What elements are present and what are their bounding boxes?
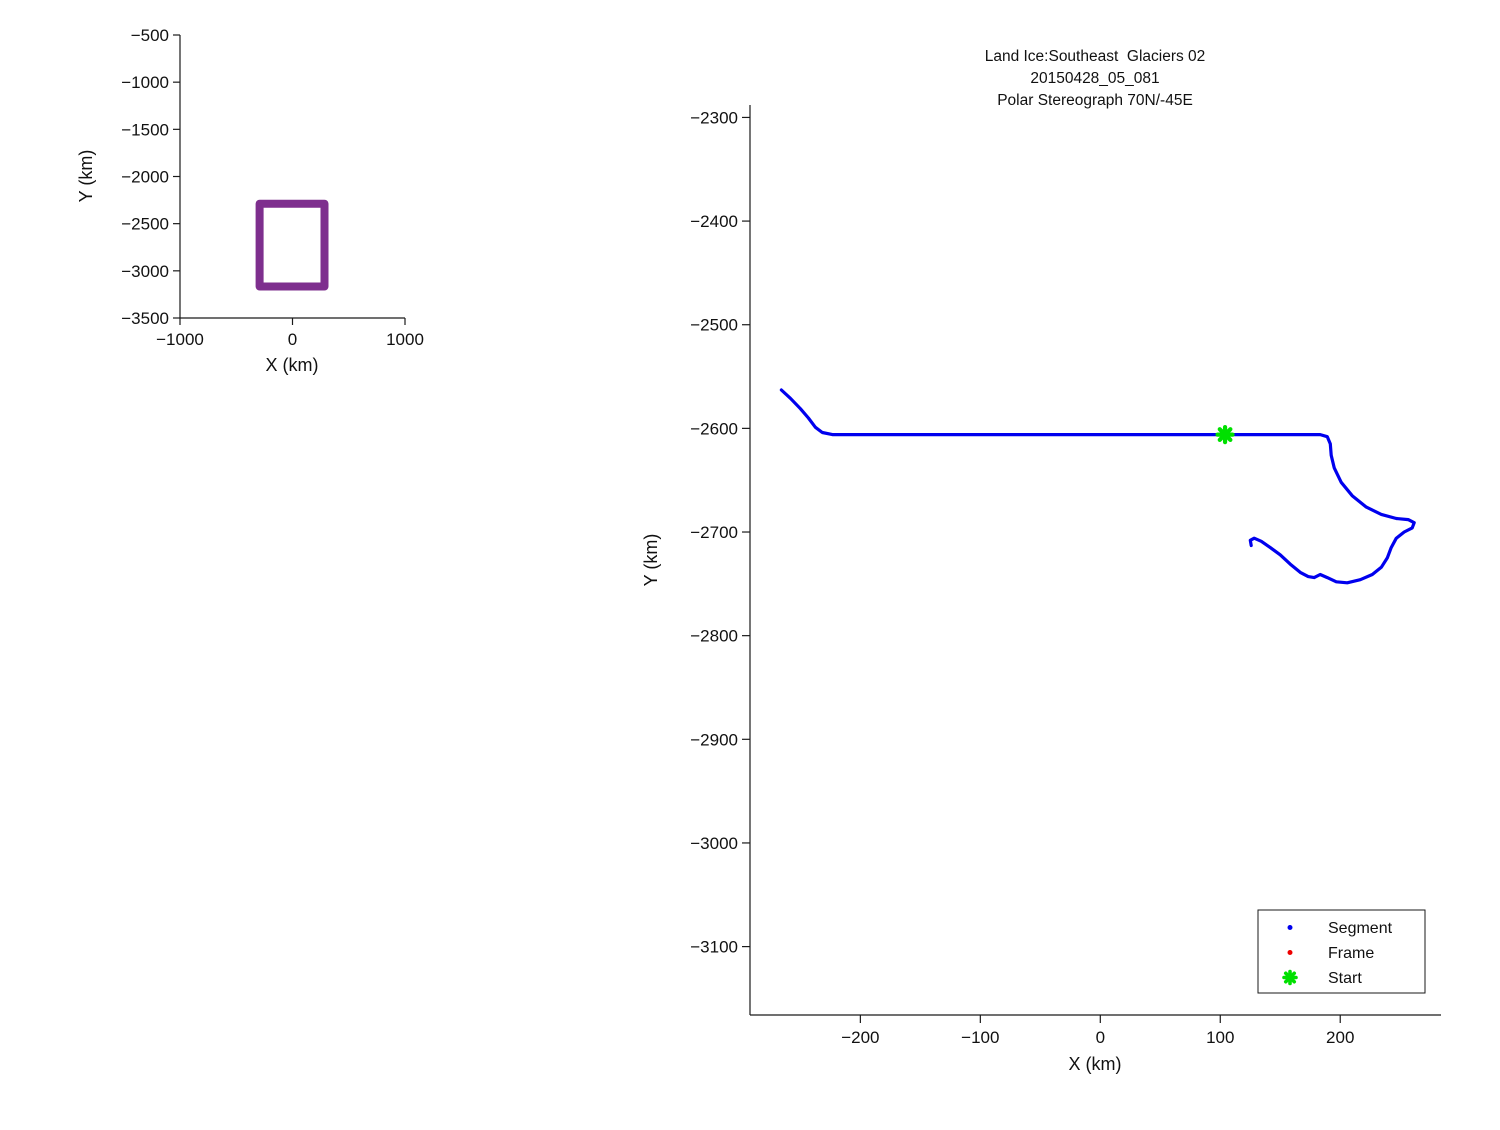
legend-marker-start xyxy=(1282,969,1298,986)
y-tick-label: −1500 xyxy=(121,120,169,139)
x-tick-label: −1000 xyxy=(156,330,204,349)
chart-title-line-1: Land Ice:Southeast Glaciers 02 xyxy=(985,48,1206,65)
y-tick-label: −2500 xyxy=(121,215,169,234)
x-tick-label: 0 xyxy=(288,330,297,349)
y-tick-label: −1000 xyxy=(121,73,169,92)
y-tick-label: −2500 xyxy=(690,316,738,335)
x-tick-label: 1000 xyxy=(386,330,424,349)
chart-title-line-3: Polar Stereograph 70N/-45E xyxy=(997,92,1193,109)
y-tick-label: −2800 xyxy=(690,627,738,646)
x-tick-label: −100 xyxy=(961,1028,999,1047)
y-tick-label: −3000 xyxy=(690,834,738,853)
x-tick-label: −200 xyxy=(841,1028,879,1047)
main-y-axis-label: Y (km) xyxy=(641,534,661,587)
main-track-chart: −200 −100 0 100 200 −2300 −2400 −2500 −2600 −2700… xyxy=(690,105,1441,1047)
y-tick-label: −2300 xyxy=(690,108,738,127)
y-tick-label: −2600 xyxy=(690,419,738,438)
main-x-axis-label: X (km) xyxy=(1069,1054,1122,1074)
start-marker xyxy=(1215,424,1235,445)
y-tick-label: −3100 xyxy=(690,938,738,957)
y-tick-label: −2900 xyxy=(690,730,738,749)
x-tick-label: 0 xyxy=(1096,1028,1105,1047)
chart-title-line-2: 20150428_05_081 xyxy=(1030,70,1159,87)
legend-marker-frame xyxy=(1287,950,1293,955)
x-tick-label: 200 xyxy=(1326,1028,1354,1047)
y-tick-label: −2700 xyxy=(690,523,738,542)
y-tick-label: −3500 xyxy=(121,309,169,328)
y-tick-label: −2000 xyxy=(121,168,169,187)
series-segment xyxy=(779,388,1416,585)
inset-y-axis-label: Y (km) xyxy=(76,150,96,203)
legend-label-start: Start xyxy=(1328,970,1362,987)
y-tick-label: −2400 xyxy=(690,212,738,231)
inset-overview-chart: −1000 0 1000 −500 −1000 −1500 −2000 −2500 −3000 −… xyxy=(121,26,424,349)
x-tick-label: 100 xyxy=(1206,1028,1234,1047)
legend-label-frame: Frame xyxy=(1328,945,1374,962)
inset-x-axis-label: X (km) xyxy=(266,355,319,375)
y-tick-label: −500 xyxy=(131,26,169,45)
series-survey-extent-box xyxy=(255,199,329,291)
legend-label-segment: Segment xyxy=(1328,920,1393,937)
legend-marker-segment xyxy=(1287,925,1293,930)
y-tick-label: −3000 xyxy=(121,262,169,281)
